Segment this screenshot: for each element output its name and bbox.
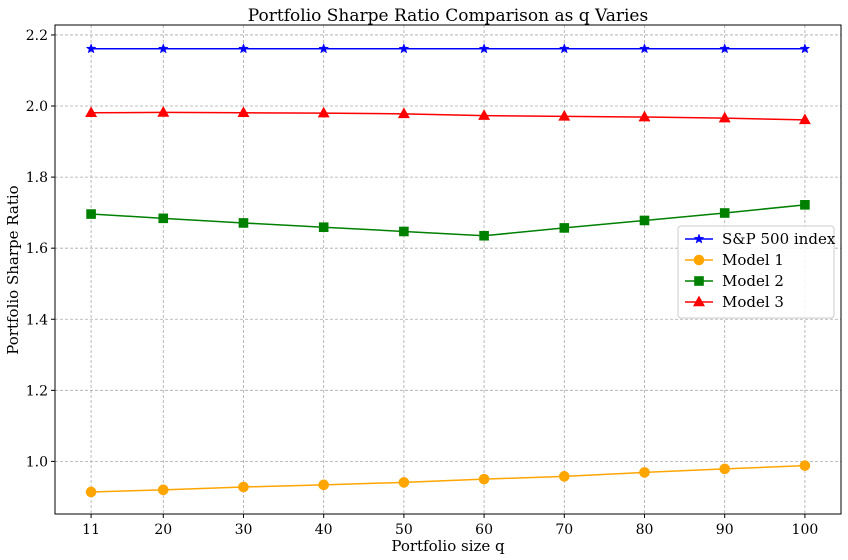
data-point	[238, 481, 249, 493]
series-layer	[85, 43, 811, 498]
x-tick-label: 30	[235, 522, 253, 538]
x-tick-label: 60	[475, 522, 493, 538]
data-point	[158, 213, 169, 224]
ticks: 11 20 30 40 50 60 70 80 90 100 1.0 1.2 1.4 1.6 1.8 2.0 2…	[26, 28, 819, 538]
data-point	[237, 106, 250, 118]
data-point	[85, 486, 97, 498]
data-point	[478, 43, 490, 54]
data-point	[479, 230, 489, 241]
y-tick-label: 1.4	[26, 312, 48, 328]
legend: S&P 500 index Model 1 Model 2 Model 3	[677, 225, 836, 319]
y-tick-label: 1.6	[26, 241, 48, 257]
legend-entry: Model 3	[685, 293, 784, 311]
data-point	[799, 43, 811, 54]
y-tick-label: 1.8	[26, 170, 48, 186]
x-tick-label: 40	[315, 522, 333, 538]
plot-frame	[54, 24, 842, 515]
data-point	[799, 460, 811, 471]
x-tick-label: 50	[395, 522, 413, 538]
data-point	[478, 109, 491, 120]
data-point	[719, 208, 730, 218]
legend-entry: S&P 500 index	[685, 230, 836, 248]
data-point	[318, 43, 330, 54]
chart-title: Portfolio Sharpe Ratio Comparison as q V…	[248, 6, 648, 26]
data-point	[157, 484, 169, 496]
x-tick-label: 20	[154, 522, 172, 538]
data-point	[85, 106, 98, 118]
legend-label: Model 3	[722, 293, 784, 311]
data-point	[639, 43, 650, 54]
legend-entry: Model 1	[685, 251, 784, 269]
series-1	[85, 43, 811, 54]
series-4	[85, 105, 811, 125]
data-point	[238, 43, 249, 54]
y-tick-label: 2.0	[26, 99, 48, 115]
legend-entry: Model 2	[685, 272, 784, 290]
legend-marker	[694, 276, 704, 286]
data-point	[86, 209, 96, 219]
data-point	[558, 471, 570, 482]
legend-marker	[693, 233, 705, 244]
series-3	[86, 200, 810, 241]
grid	[55, 25, 841, 514]
data-point	[397, 107, 410, 119]
data-point	[398, 477, 410, 488]
legend-label: S&P 500 index	[722, 230, 836, 248]
data-point	[478, 473, 490, 485]
x-tick-label: 70	[555, 522, 573, 538]
data-point	[718, 111, 731, 123]
data-point	[559, 223, 570, 233]
series-line	[91, 111, 805, 121]
data-point	[558, 43, 570, 54]
y-tick-label: 1.2	[26, 383, 48, 399]
data-point	[558, 109, 571, 121]
legend-box	[677, 225, 835, 319]
data-point	[318, 479, 329, 491]
x-tick-label: 90	[716, 522, 734, 538]
data-point	[639, 215, 650, 226]
data-point	[157, 43, 169, 54]
legend-marker	[693, 295, 705, 307]
data-point	[399, 226, 409, 237]
x-tick-label: 11	[82, 522, 100, 538]
x-tick-label: 80	[636, 522, 654, 538]
y-tick-label: 1.0	[26, 454, 48, 470]
legend-label: Model 1	[722, 251, 784, 269]
data-point	[719, 463, 731, 475]
data-point	[798, 113, 811, 125]
series-line	[91, 204, 805, 237]
data-point	[238, 218, 249, 228]
data-point	[85, 43, 97, 54]
series-2	[85, 460, 811, 498]
legend-label: Model 2	[722, 272, 784, 290]
data-point	[638, 110, 651, 122]
legend-marker	[693, 254, 705, 266]
data-point	[317, 106, 330, 118]
series-line	[91, 464, 805, 493]
data-point	[800, 200, 810, 210]
data-point	[719, 43, 731, 54]
y-tick-label: 2.2	[26, 28, 48, 44]
x-axis-label: Portfolio size q	[391, 537, 505, 555]
data-point	[318, 222, 329, 233]
data-point	[639, 467, 650, 478]
data-point	[157, 105, 170, 117]
x-tick-label: 100	[792, 522, 819, 538]
data-point	[398, 43, 410, 54]
y-axis-label: Portfolio Sharpe Ratio	[4, 185, 22, 354]
